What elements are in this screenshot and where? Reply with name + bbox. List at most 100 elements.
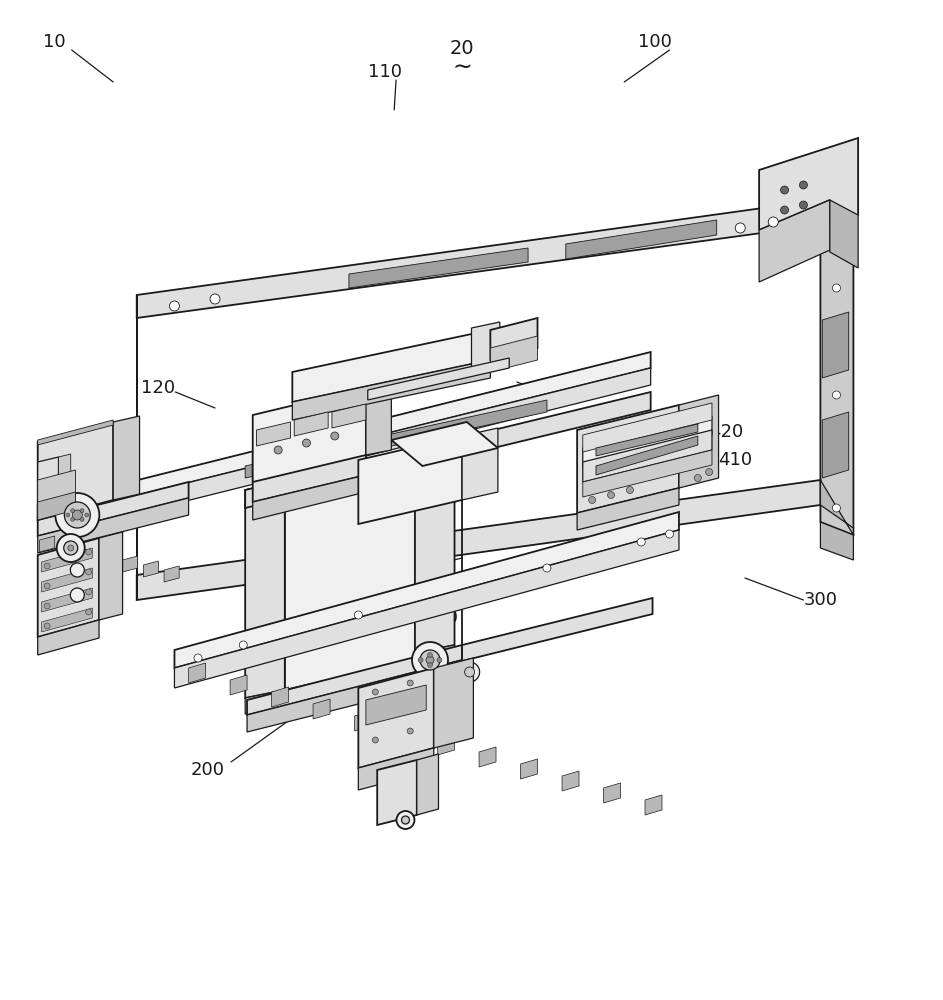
Circle shape — [68, 545, 74, 551]
Polygon shape — [174, 530, 679, 688]
Circle shape — [44, 563, 50, 569]
Polygon shape — [38, 368, 651, 538]
Polygon shape — [472, 322, 500, 374]
Circle shape — [833, 284, 840, 292]
Circle shape — [56, 493, 99, 537]
Polygon shape — [272, 687, 289, 707]
Polygon shape — [292, 360, 490, 420]
Polygon shape — [566, 220, 717, 259]
Circle shape — [465, 667, 474, 677]
Polygon shape — [355, 711, 372, 731]
Polygon shape — [143, 561, 158, 577]
Polygon shape — [99, 532, 123, 620]
Polygon shape — [164, 566, 179, 582]
Circle shape — [71, 563, 84, 577]
Polygon shape — [285, 460, 415, 690]
Text: 300: 300 — [803, 591, 837, 609]
Polygon shape — [434, 658, 473, 748]
Circle shape — [459, 662, 480, 682]
Circle shape — [769, 217, 778, 227]
Text: 420: 420 — [709, 423, 743, 441]
Polygon shape — [820, 522, 853, 560]
Polygon shape — [38, 482, 189, 536]
Circle shape — [426, 656, 434, 664]
Polygon shape — [577, 488, 679, 530]
Polygon shape — [253, 428, 366, 502]
Polygon shape — [479, 747, 496, 767]
Circle shape — [86, 569, 91, 575]
Polygon shape — [38, 498, 189, 553]
Polygon shape — [366, 382, 391, 455]
Polygon shape — [38, 457, 58, 485]
Polygon shape — [583, 450, 712, 497]
Circle shape — [71, 588, 84, 602]
Polygon shape — [245, 482, 285, 698]
Polygon shape — [38, 420, 113, 445]
Polygon shape — [38, 538, 99, 637]
Polygon shape — [247, 645, 462, 715]
Circle shape — [80, 509, 84, 513]
Text: 20: 20 — [450, 38, 474, 57]
Polygon shape — [830, 200, 858, 268]
Polygon shape — [245, 690, 285, 714]
Polygon shape — [81, 546, 96, 562]
Circle shape — [170, 301, 179, 311]
Polygon shape — [41, 588, 92, 612]
Text: 430: 430 — [558, 386, 592, 404]
Circle shape — [781, 186, 788, 194]
Text: ∼: ∼ — [453, 56, 472, 80]
Polygon shape — [577, 405, 679, 513]
Circle shape — [427, 662, 433, 668]
Polygon shape — [253, 388, 366, 482]
Circle shape — [355, 611, 362, 619]
Polygon shape — [759, 200, 830, 282]
Polygon shape — [253, 475, 366, 520]
Text: 120: 120 — [141, 379, 175, 397]
Circle shape — [194, 654, 202, 662]
Polygon shape — [60, 541, 75, 557]
Circle shape — [407, 680, 413, 686]
Polygon shape — [285, 660, 462, 702]
Polygon shape — [102, 551, 117, 567]
Polygon shape — [41, 568, 92, 592]
Polygon shape — [368, 358, 509, 400]
Polygon shape — [38, 620, 99, 655]
Circle shape — [73, 510, 82, 520]
Circle shape — [210, 294, 220, 304]
Polygon shape — [490, 318, 538, 360]
Polygon shape — [415, 444, 455, 653]
Circle shape — [427, 652, 433, 658]
Text: 10: 10 — [43, 33, 66, 51]
Circle shape — [407, 728, 413, 734]
Polygon shape — [645, 795, 662, 815]
Polygon shape — [417, 754, 438, 815]
Circle shape — [833, 504, 840, 512]
Circle shape — [331, 432, 339, 440]
Circle shape — [303, 439, 310, 447]
Polygon shape — [462, 428, 498, 500]
Polygon shape — [256, 422, 290, 446]
Circle shape — [372, 689, 378, 695]
Polygon shape — [58, 454, 71, 480]
Polygon shape — [396, 723, 413, 743]
Polygon shape — [137, 200, 820, 318]
Polygon shape — [292, 330, 490, 402]
Polygon shape — [40, 536, 55, 552]
Circle shape — [588, 496, 596, 504]
Circle shape — [80, 517, 84, 521]
Polygon shape — [822, 412, 849, 478]
Circle shape — [781, 206, 788, 214]
Polygon shape — [38, 352, 651, 520]
Polygon shape — [562, 771, 579, 791]
Polygon shape — [366, 685, 426, 725]
Text: 110: 110 — [368, 63, 402, 81]
Circle shape — [626, 487, 634, 493]
Polygon shape — [245, 392, 651, 508]
Circle shape — [694, 475, 702, 482]
Text: 500: 500 — [424, 609, 458, 627]
Polygon shape — [230, 675, 247, 695]
Polygon shape — [41, 608, 92, 632]
Circle shape — [86, 549, 91, 555]
Text: 200: 200 — [190, 761, 224, 779]
Polygon shape — [313, 699, 330, 719]
